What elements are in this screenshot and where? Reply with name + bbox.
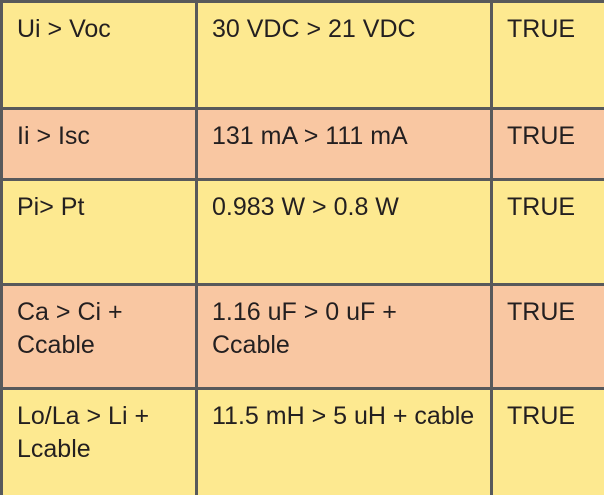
table-cell: TRUE: [490, 178, 604, 286]
table-cell: Pi> Pt: [0, 178, 198, 286]
table-cell: TRUE: [490, 107, 604, 181]
table-cell: 1.16 uF > 0 uF + Ccable: [195, 283, 493, 390]
table-cell: TRUE: [490, 283, 604, 390]
table-cell: TRUE: [490, 0, 604, 110]
table-cell: 30 VDC > 21 VDC: [195, 0, 493, 110]
table-cell: 11.5 mH > 5 uH + cable: [195, 387, 493, 495]
table-cell: TRUE: [490, 387, 604, 495]
table-row: Ca > Ci + Ccable 1.16 uF > 0 uF + Ccable T…: [0, 283, 604, 390]
table-cell: Ui > Voc: [0, 0, 198, 110]
table-cell: 0.983 W > 0.8 W: [195, 178, 493, 286]
table-cell: 131 mA > 111 mA: [195, 107, 493, 181]
table-cell: Ii > Isc: [0, 107, 198, 181]
table-row: Ii > Isc 131 mA > 111 mA TRUE: [0, 107, 604, 181]
table-row: Pi> Pt 0.983 W > 0.8 W TRUE: [0, 178, 604, 286]
table-row: Ui > Voc 30 VDC > 21 VDC TRUE: [0, 0, 604, 110]
table-row: Lo/La > Li + Lcable 11.5 mH > 5 uH + cabl…: [0, 387, 604, 495]
table-cell: Lo/La > Li + Lcable: [0, 387, 198, 495]
table-cell: Ca > Ci + Ccable: [0, 283, 198, 390]
